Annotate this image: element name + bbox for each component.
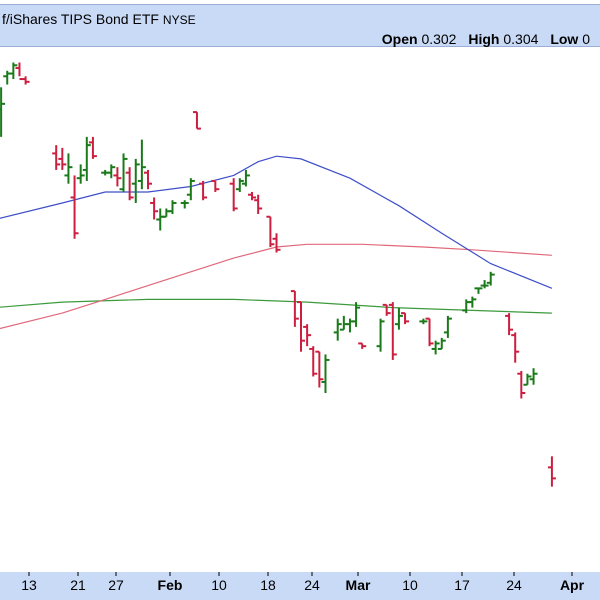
x-tick-label: 24 xyxy=(506,577,522,593)
ohlc-bar xyxy=(419,318,428,325)
ohlc-bar xyxy=(144,169,152,190)
ohlc-bar xyxy=(382,303,391,316)
ohlc-bar xyxy=(511,332,520,363)
x-tick-label: 10 xyxy=(211,577,227,593)
ohlc-bar xyxy=(431,340,440,355)
ohlc-bar xyxy=(517,370,526,399)
ohlc-bar xyxy=(88,136,97,159)
ohlc-bar xyxy=(21,76,30,85)
open-value: 0.302 xyxy=(421,31,457,47)
price-plot-area[interactable] xyxy=(0,46,600,573)
x-tick-label: 13 xyxy=(21,577,37,593)
ohlc-bar xyxy=(480,280,489,289)
ohlc-bar xyxy=(119,153,128,192)
x-tick-label: 21 xyxy=(70,577,86,593)
ohlc-bar xyxy=(486,271,495,286)
ohlc-bar xyxy=(52,145,61,170)
ohlc-bar xyxy=(394,307,403,330)
x-tick-label: Apr xyxy=(560,577,585,593)
ohlc-bar xyxy=(168,200,177,214)
ohlc-bar xyxy=(297,301,305,352)
ohlc-readout: Open 0.302 High 0.304 Low 0 xyxy=(382,31,598,47)
ohlc-bar xyxy=(272,233,281,253)
ohlc-bar xyxy=(199,180,208,201)
ohlc-bar xyxy=(437,337,446,350)
ohlc-bar xyxy=(321,354,330,393)
ohlc-bar xyxy=(358,342,367,349)
ohlc-bar xyxy=(248,191,257,201)
ohlc-bar xyxy=(0,87,6,137)
x-axis: 13 21 27 Feb 10 18 24 Mar 10 17 24 Apr xyxy=(0,572,600,600)
high-label: High xyxy=(468,31,500,47)
ohlc-bar xyxy=(339,315,348,331)
low-value: 0 xyxy=(582,31,590,47)
ohlc-bar xyxy=(547,456,556,487)
ohlc-bar xyxy=(425,317,434,347)
x-tick-label: Feb xyxy=(158,577,183,593)
ma-short-line xyxy=(0,155,553,289)
ohlc-bar xyxy=(162,208,171,218)
ohlc-bar xyxy=(468,296,477,308)
ohlc-bar xyxy=(529,368,538,385)
x-tick-label: 18 xyxy=(260,577,276,593)
ohlc-bar xyxy=(376,318,385,352)
ohlc-bar xyxy=(443,315,452,338)
high-value: 0.304 xyxy=(503,31,539,47)
ohlc-bar xyxy=(180,200,189,209)
low-label: Low xyxy=(550,31,579,47)
ohlc-bar xyxy=(303,324,312,347)
ohlc-bar xyxy=(137,139,146,190)
x-tick-label: 10 xyxy=(402,577,418,593)
ohlc-bar xyxy=(125,167,134,201)
ohlc-bar xyxy=(76,164,85,184)
ohlc-bar xyxy=(229,178,238,212)
ohlc-bar xyxy=(235,178,244,192)
ohlc-bar xyxy=(107,164,116,179)
ohlc-bar xyxy=(58,147,67,170)
chart-title: f/iShares TIPS Bond ETF NYSE xyxy=(2,11,196,27)
chart-header: f/iShares TIPS Bond ETF NYSE Open 0.302 H… xyxy=(0,4,600,47)
ohlc-bar xyxy=(474,287,483,294)
ohlc-bar xyxy=(333,318,342,341)
ohlc-bar xyxy=(315,350,324,388)
ohlc-bar xyxy=(186,178,195,201)
ohlc-bar xyxy=(64,153,73,184)
ma-mid-line xyxy=(0,243,552,330)
ohlc-bar xyxy=(70,175,79,239)
ohlc-bar xyxy=(523,373,532,386)
exchange-label: NYSE xyxy=(162,13,196,27)
ohlc-bar xyxy=(9,62,18,80)
ohlc-bar xyxy=(192,111,201,130)
ohlc-bar xyxy=(82,136,91,181)
open-label: Open xyxy=(381,31,418,47)
price-chart-svg xyxy=(0,62,556,487)
ohlc-bar xyxy=(505,313,514,336)
ohlc-bar xyxy=(352,302,361,327)
symbol-name: f/iShares TIPS Bond ETF xyxy=(2,11,159,27)
ohlc-bar xyxy=(309,346,318,377)
x-tick-label: 17 xyxy=(454,577,470,593)
ohlc-bar xyxy=(150,197,159,220)
ohlc-bar xyxy=(241,169,250,187)
x-tick-label: 27 xyxy=(108,577,124,593)
ohlc-bar xyxy=(388,302,397,360)
x-tick-label: Mar xyxy=(346,577,371,593)
x-tick-label: 24 xyxy=(304,577,320,593)
ohlc-bar xyxy=(131,158,140,203)
ohlc-bar xyxy=(254,194,263,214)
ohlc-bar xyxy=(113,167,122,187)
ohlc-bar xyxy=(211,179,220,192)
ma-long-line xyxy=(0,298,552,314)
x-axis-svg: 13 21 27 Feb 10 18 24 Mar 10 17 24 Apr xyxy=(21,572,585,593)
ohlc-bar xyxy=(290,290,299,327)
ohlc-bar xyxy=(401,312,410,325)
ohlc-bar xyxy=(266,215,275,248)
